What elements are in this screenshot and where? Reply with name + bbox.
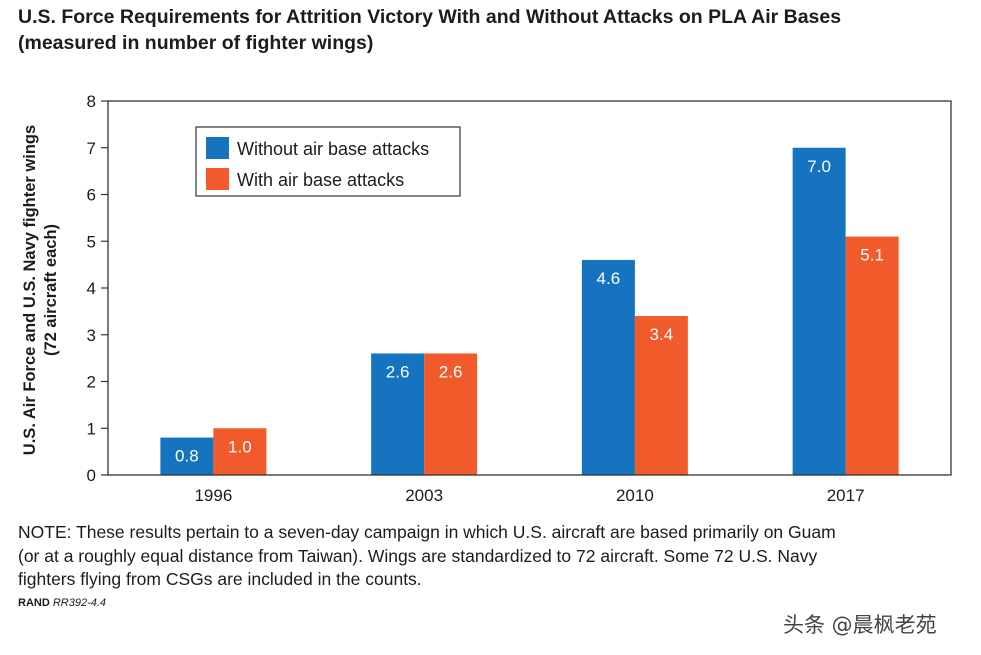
bar-chart: U.S. Air Force and U.S. Navy fighter win…	[21, 92, 952, 505]
note: NOTE: These results pertain to a seven-d…	[18, 521, 968, 592]
plot-frame	[107, 100, 952, 476]
x-axis-ticks: 1996 2003 2010 2017	[194, 486, 864, 505]
y-tick-label: 2	[87, 373, 96, 392]
bar-with-2010	[634, 316, 688, 475]
bar-with-2017	[845, 236, 899, 475]
y-tick-label: 3	[87, 326, 96, 345]
y-tick-label: 1	[87, 419, 96, 438]
y-tick-label: 6	[87, 186, 96, 205]
note-line2: (or at a roughly equal distance from Tai…	[18, 545, 818, 566]
legend-label: With air base attacks	[237, 170, 404, 190]
x-tick-label: 2017	[827, 486, 865, 505]
bar-value-label: 3.4	[650, 325, 674, 344]
bar-value-label: 2.6	[386, 362, 410, 381]
bar-with-2003	[424, 353, 478, 475]
chart-title: U.S. Force Requirements for Attrition Vi…	[18, 4, 968, 56]
legend-label: Without air base attacks	[237, 139, 429, 159]
legend-swatch	[206, 137, 229, 159]
x-tick-label: 2010	[616, 486, 654, 505]
y-axis-label: U.S. Air Force and U.S. Navy fighter win…	[21, 125, 60, 455]
chart-title-line2: (measured in number of fighter wings)	[18, 32, 374, 54]
y-axis-ticks: 0 1 2 3 4 5 6 7 8	[87, 92, 108, 485]
chart-title-line1: U.S. Force Requirements for Attrition Vi…	[18, 6, 842, 28]
bar-value-label: 7.0	[807, 157, 831, 176]
y-tick-label: 4	[87, 279, 96, 298]
credit-id: RR392-4.4	[52, 597, 107, 609]
x-tick-label: 1996	[194, 486, 232, 505]
credit-org: RAND	[18, 597, 50, 609]
y-tick-label: 0	[87, 466, 96, 485]
bar-without-2010	[581, 259, 635, 475]
y-tick-label: 7	[87, 139, 96, 158]
bar-without-2017	[792, 147, 846, 475]
legend-swatch	[206, 168, 229, 190]
x-tick-label: 2003	[405, 486, 443, 505]
y-axis-label-line2: (72 aircraft each)	[42, 224, 60, 356]
bar-value-label: 5.1	[860, 246, 884, 265]
bar-without-2003	[371, 353, 425, 475]
y-tick-label: 5	[87, 232, 96, 251]
source-credit: RAND RR392-4.4	[18, 597, 106, 609]
bar-value-label: 1.0	[228, 437, 252, 456]
legend: Without air base attacks With air base at…	[195, 126, 461, 197]
bar-without-1996	[160, 437, 214, 475]
bar-with-1996	[213, 428, 267, 475]
note-line1: NOTE: These results pertain to a seven-d…	[18, 522, 836, 542]
note-line3: fighters flying from CSGs are included i…	[18, 569, 422, 589]
y-axis-label-line1: U.S. Air Force and U.S. Navy fighter win…	[21, 125, 39, 455]
bar-value-label: 2.6	[439, 362, 463, 381]
bar-value-label: 4.6	[597, 269, 621, 288]
watermark: 头条 @晨枫老苑	[783, 613, 937, 637]
y-tick-label: 8	[87, 92, 96, 111]
legend-box	[195, 126, 461, 197]
bars: 0.8 1.0 2.6 2.6 4.6 3.4 7.0 5.1	[160, 147, 899, 475]
bar-value-label: 0.8	[175, 447, 199, 466]
